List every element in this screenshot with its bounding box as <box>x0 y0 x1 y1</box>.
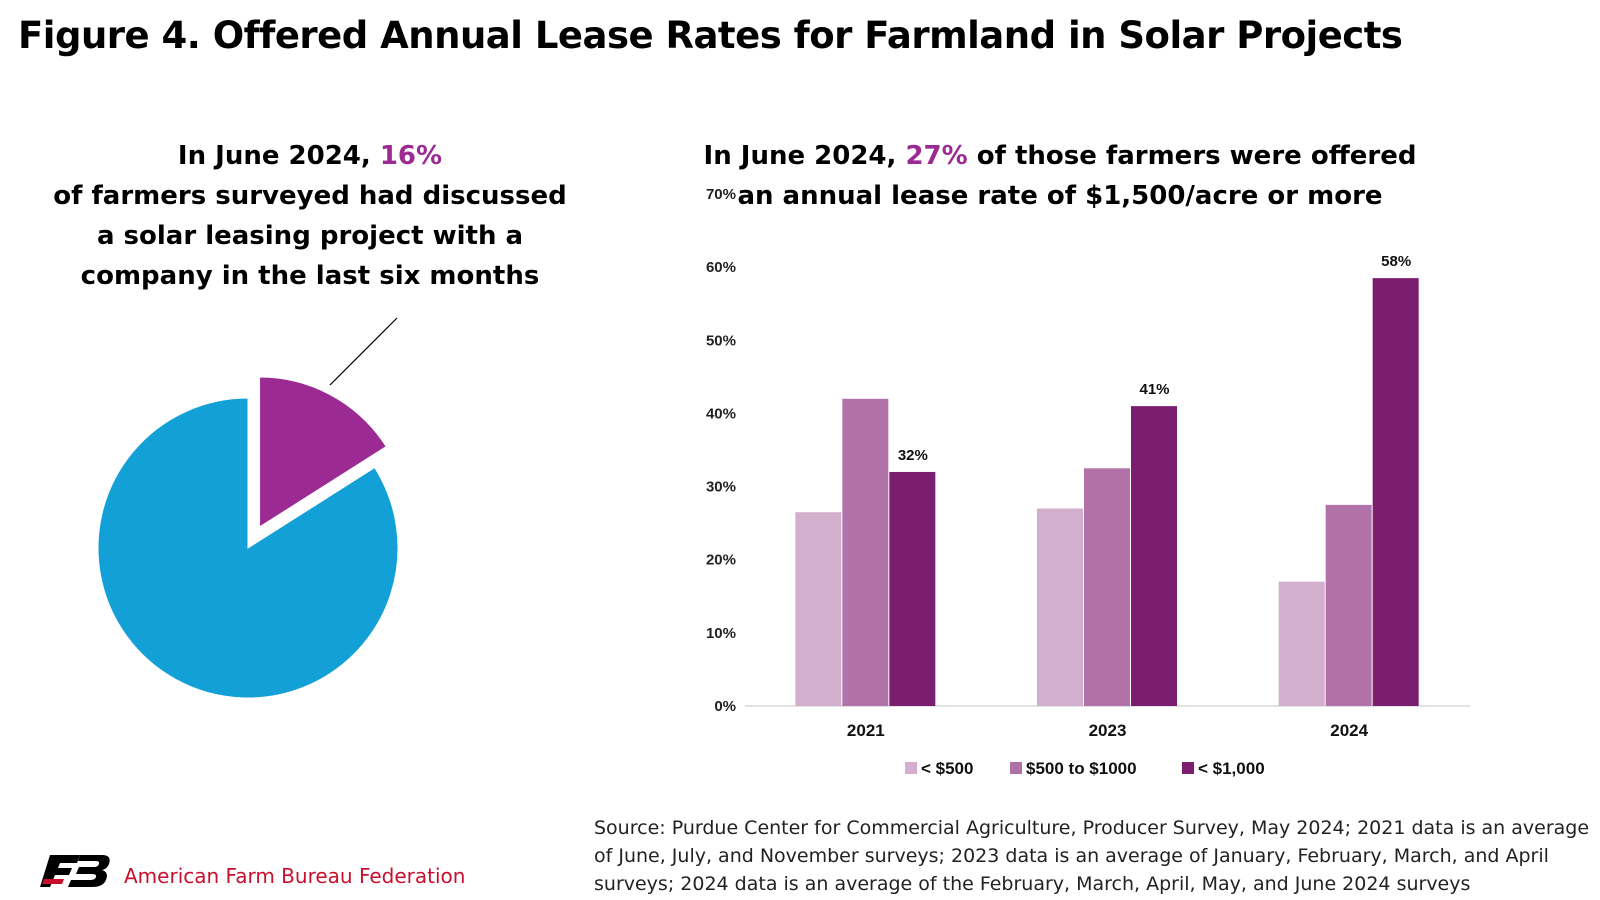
pie-chart <box>97 376 399 699</box>
bar-caption-highlight: 27% <box>905 141 968 171</box>
bar-2023-series-2 <box>1084 468 1130 706</box>
bar-2024-series-3 <box>1372 278 1419 706</box>
legend-label: < $500 <box>921 759 973 778</box>
legend-swatch <box>905 762 917 774</box>
bar-caption: In June 2024, 27% of those farmers were … <box>700 136 1420 216</box>
fb-logo-icon <box>40 855 110 887</box>
bar-2023-series-1 <box>1037 508 1083 706</box>
bar-2021-series-1 <box>795 512 842 706</box>
y-tick-label: 40% <box>706 405 736 422</box>
x-category-label: 2024 <box>1330 721 1368 740</box>
pie-caption-prefix: In June 2024, <box>177 141 380 171</box>
pie-caption: In June 2024, 16% of farmers surveyed ha… <box>40 136 580 296</box>
x-category-label: 2021 <box>847 721 885 740</box>
pie-slice-main <box>97 397 399 699</box>
y-tick-label: 70% <box>706 186 736 203</box>
y-tick-label: 20% <box>706 552 736 569</box>
pie-slice-highlight <box>259 376 387 528</box>
figure-title: Figure 4. Offered Annual Lease Rates for… <box>18 14 1403 57</box>
legend-swatch <box>1010 762 1022 774</box>
pie-caption-rest: of farmers surveyed had discussed a sola… <box>53 181 567 291</box>
y-tick-label: 10% <box>706 625 736 642</box>
data-label: 32% <box>898 447 928 464</box>
y-tick-label: 50% <box>706 332 736 349</box>
bar-2023-series-3 <box>1131 406 1177 706</box>
bar-2021-series-2 <box>842 398 889 706</box>
source-note: Source: Purdue Center for Commercial Agr… <box>594 817 1590 895</box>
legend-label: < $1,000 <box>1198 759 1265 778</box>
pie-caption-highlight: 16% <box>379 141 443 171</box>
organization-name: American Farm Bureau Federation <box>124 864 466 888</box>
y-tick-label: 60% <box>706 259 736 276</box>
data-label: 41% <box>1139 381 1169 398</box>
x-category-label: 2023 <box>1089 721 1127 740</box>
bar-caption-rest: of those farmers were offered an annual … <box>737 141 1417 211</box>
bar-2021-series-3 <box>889 471 936 706</box>
bar-caption-prefix: In June 2024, <box>703 141 906 171</box>
legend-swatch <box>1182 762 1194 774</box>
bar-2024-series-1 <box>1278 581 1325 706</box>
bar-chart: 0% 10% 20% 30% 40% 50% 60% 70% 32% 2021 41% 2023 58%… <box>706 186 1470 740</box>
pie-leader-line <box>329 317 398 386</box>
data-label: 58% <box>1381 253 1411 270</box>
y-tick-label: 0% <box>714 698 736 715</box>
bar-2024-series-2 <box>1325 504 1372 706</box>
legend-label: $500 to $1000 <box>1026 759 1137 778</box>
chart-legend: < $500 $500 to $1000 < $1,000 <box>905 759 1265 778</box>
y-tick-label: 30% <box>706 479 736 496</box>
